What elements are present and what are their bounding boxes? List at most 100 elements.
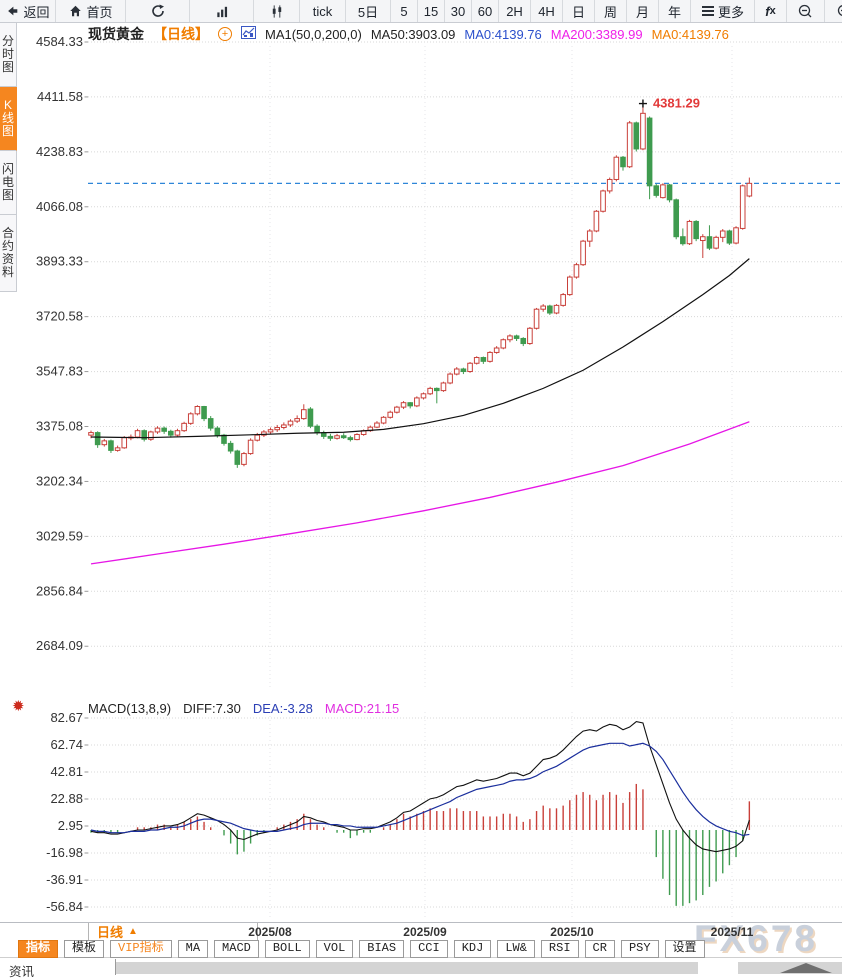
refresh-button[interactable] xyxy=(126,0,190,22)
indicator-tab-模板[interactable]: 模板 xyxy=(64,940,104,958)
indicator-tab-cci[interactable]: CCI xyxy=(410,940,448,958)
ma50-line xyxy=(91,259,749,438)
svg-text:2684.09: 2684.09 xyxy=(36,638,83,653)
interval-15-button[interactable]: 15 xyxy=(418,0,445,22)
home-button[interactable]: 首页 xyxy=(56,0,126,22)
toolbar-item-label: 日 xyxy=(572,2,585,21)
ma50-value: MA50:3903.09 xyxy=(371,27,456,42)
indicator-tab-rsi[interactable]: RSI xyxy=(541,940,579,958)
indicator-tab-lw[interactable]: LW& xyxy=(497,940,535,958)
toolbar-item-label: 首页 xyxy=(86,2,112,21)
chart-type-bars-button[interactable] xyxy=(190,0,254,22)
news-tab-label: 资讯 xyxy=(9,961,34,980)
toolbar-item-label: 月 xyxy=(636,2,649,21)
indicator-tab-kdj[interactable]: KDJ xyxy=(454,940,492,958)
diff-value: DIFF:7.30 xyxy=(183,701,241,716)
period-label[interactable]: 【日线】 xyxy=(153,24,209,44)
peak-marker-icon xyxy=(639,100,647,108)
indicator-tab-psy[interactable]: PSY xyxy=(621,940,659,958)
xaxis-month-label: 2025/11 xyxy=(711,925,754,939)
indicator-tab-指标[interactable]: 指标 xyxy=(18,940,58,958)
macd-value: MACD:21.15 xyxy=(325,701,399,716)
interval-60-button[interactable]: 60 xyxy=(472,0,499,22)
toolbar-item-label: 5日 xyxy=(358,2,378,21)
indicator-tab-bias[interactable]: BIAS xyxy=(359,940,404,958)
svg-text:3375.08: 3375.08 xyxy=(36,419,83,434)
indicator-tab-boll[interactable]: BOLL xyxy=(265,940,310,958)
svg-text:62.74: 62.74 xyxy=(50,737,83,752)
xaxis-month-label: 2025/08 xyxy=(248,925,291,939)
svg-text:3029.59: 3029.59 xyxy=(36,528,83,543)
indicator-tab-ma[interactable]: MA xyxy=(178,940,208,958)
add-indicator-icon[interactable]: + xyxy=(218,27,232,41)
macd-panel[interactable]: 82.6762.7442.8122.882.95-16.98-36.91-56.… xyxy=(46,710,842,920)
indicator-tab-vip指标[interactable]: VIP指标 xyxy=(110,940,172,958)
interval-4h-button[interactable]: 4H xyxy=(531,0,563,22)
macd-header: MACD(13,8,9) DIFF:7.30 DEA:-3.28 MACD:21… xyxy=(88,701,399,716)
interval-year-button[interactable]: 年 xyxy=(659,0,691,22)
chart-type-bars-icon xyxy=(214,4,230,19)
toolbar-item-label: 年 xyxy=(668,2,681,21)
svg-text:3720.58: 3720.58 xyxy=(36,309,83,324)
interval-day-button[interactable]: 日 xyxy=(563,0,595,22)
sidebar-item-kline-chart[interactable]: K线图 xyxy=(0,87,17,151)
mini-chart-icon[interactable] xyxy=(241,26,256,42)
interval-tick-button[interactable]: tick xyxy=(300,0,346,22)
ma200-value: MA200:3389.99 xyxy=(551,27,643,42)
toolbar-item-label: 周 xyxy=(604,2,617,21)
indicator-tab-cr[interactable]: CR xyxy=(585,940,615,958)
svg-text:4411.58: 4411.58 xyxy=(37,89,83,104)
home-icon xyxy=(68,4,83,18)
xaxis-month-label: 2025/10 xyxy=(550,925,593,939)
svg-text:3547.83: 3547.83 xyxy=(36,364,83,379)
main-chart[interactable]: 4584.334411.584238.834066.083893.333720.… xyxy=(36,34,842,690)
svg-text:2.95: 2.95 xyxy=(58,818,83,833)
indicator-tab-设置[interactable]: 设置 xyxy=(665,940,705,958)
chart-type-candle-button[interactable] xyxy=(254,0,300,22)
interval-5-button[interactable]: 5 xyxy=(391,0,418,22)
news-tab[interactable]: 资讯 xyxy=(0,959,116,975)
svg-text:-56.84: -56.84 xyxy=(46,899,83,914)
zoom-in-icon xyxy=(836,3,842,20)
indicator-settings-icon[interactable]: ✹ xyxy=(12,697,25,715)
period-selector-arrow-icon: ▲ xyxy=(128,926,138,937)
scroll-up-arrow-icon[interactable] xyxy=(780,963,832,973)
toolbar-item-label: tick xyxy=(313,4,333,19)
zoom-out-button[interactable] xyxy=(787,0,825,22)
diff-line xyxy=(91,722,749,852)
svg-text:4584.33: 4584.33 xyxy=(36,34,83,49)
dea-line xyxy=(91,743,749,835)
more-button[interactable]: 更多 xyxy=(691,0,755,22)
indicator-tab-macd[interactable]: MACD xyxy=(214,940,259,958)
toolbar-item-label: 60 xyxy=(478,4,492,19)
back-button[interactable]: 返回 xyxy=(0,0,56,22)
interval-2h-button[interactable]: 2H xyxy=(499,0,531,22)
toolbar-item-label: 30 xyxy=(451,4,465,19)
interval-month-button[interactable]: 月 xyxy=(627,0,659,22)
period-selector[interactable]: 日线 ▲ xyxy=(88,923,258,940)
toolbar-item-label: 4H xyxy=(538,4,555,19)
peak-price-label: 4381.29 xyxy=(653,96,700,111)
interval-30-button[interactable]: 30 xyxy=(445,0,472,22)
sidebar-item-contract-info[interactable]: 合约资料 xyxy=(0,215,17,292)
svg-text:42.81: 42.81 xyxy=(50,764,83,779)
interval-5d-button[interactable]: 5日 xyxy=(346,0,391,22)
sidebar-item-time-chart[interactable]: 分时图 xyxy=(0,23,17,87)
sidebar-item-lightning-chart[interactable]: 闪电图 xyxy=(0,151,17,215)
indicator-tab-vol[interactable]: VOL xyxy=(316,940,354,958)
dea-value: DEA:-3.28 xyxy=(253,701,313,716)
more-icon xyxy=(701,5,715,17)
zoom-in-button[interactable] xyxy=(825,0,842,22)
interval-week-button[interactable]: 周 xyxy=(595,0,627,22)
toolbar-item-label: 更多 xyxy=(718,2,744,21)
chart-type-candle-icon xyxy=(269,4,285,19)
refresh-icon xyxy=(150,3,166,19)
zoom-out-icon xyxy=(797,3,814,20)
svg-text:22.88: 22.88 xyxy=(50,791,83,806)
